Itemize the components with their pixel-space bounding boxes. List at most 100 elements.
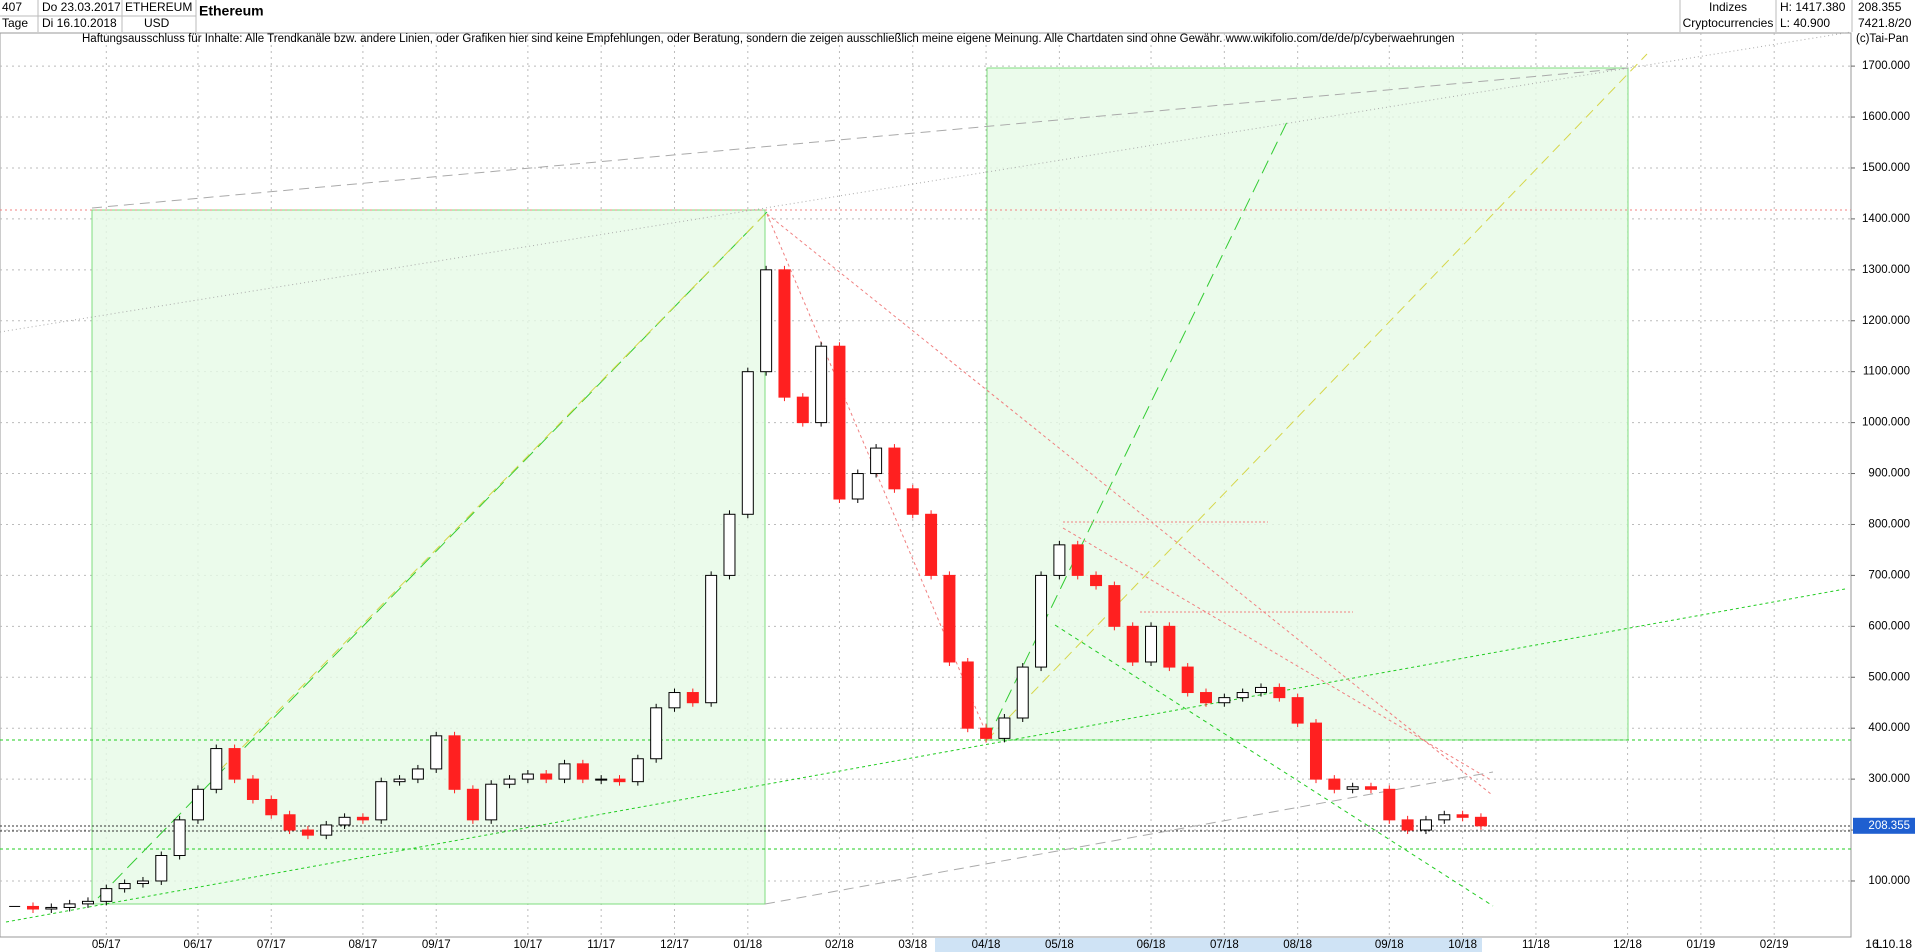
y-tick-label: 700.000 [1868,569,1910,581]
y-tick-label: 300.000 [1868,773,1910,785]
x-tick-label: 03/18 [898,939,927,951]
candle [1328,778,1341,790]
x-tick-label: 02/19 [1760,939,1789,951]
candle [1218,697,1231,704]
y-tick-label: 900.000 [1868,468,1910,480]
candle [1474,816,1487,827]
candle [760,269,773,373]
candle [1456,814,1469,818]
price-tag-label: 208.355 [1868,820,1910,832]
end-date: Di 16.10.2018 [42,16,117,30]
candle [283,814,296,831]
x-tick-label: 11/17 [587,939,615,951]
candle [833,345,846,500]
instrument-name: Ethereum [199,3,264,19]
x-tick-label: 01/19 [1686,939,1715,951]
x-tick-label: 08/17 [349,939,378,951]
trend-line [97,211,768,899]
trend-line [764,771,1494,905]
candle [906,488,919,515]
candle [100,888,113,902]
candle [576,763,589,780]
candle [45,906,58,910]
candle [705,574,718,704]
last: 208.355 [1858,0,1902,14]
y-tick-label: 1200.000 [1862,315,1910,327]
scale-mode[interactable]: L [1876,937,1883,951]
y-tick-label: 1600.000 [1862,111,1910,123]
x-tick-label: 12/17 [660,939,689,951]
candle [1108,585,1121,627]
candle [1200,692,1213,704]
candle [668,692,681,709]
x-tick-label: 02/18 [825,939,854,951]
candle [210,748,223,790]
candle [118,883,131,890]
candle [851,473,864,500]
y-tick-label: 1000.000 [1862,417,1910,429]
candle [870,447,883,475]
candle [1053,544,1066,576]
candle [1090,574,1103,587]
x-tick-label: 09/17 [422,939,451,951]
candle [778,269,791,398]
candle [1364,786,1377,790]
candle [1309,722,1322,780]
candle [613,778,626,783]
candle [1126,625,1139,663]
candle [1255,686,1267,694]
y-tick-label: 100.000 [1868,875,1910,887]
candle [925,513,938,576]
candle [136,880,149,885]
candle [246,778,259,800]
candle [1401,819,1414,831]
y-tick-label: 1100.000 [1863,366,1910,378]
candle [191,788,204,821]
candle [411,768,424,780]
candle [1181,666,1194,694]
price-tag [1853,817,1915,834]
candle [998,717,1011,739]
period-select[interactable]: Tage [2,16,28,30]
candle [173,819,186,857]
candle [686,692,699,704]
x-tick-label: 05/18 [1045,939,1074,951]
candle [1236,692,1249,699]
candle [1419,819,1432,831]
candle [503,778,516,785]
candle [356,816,369,821]
axis-date: 16.10.18 [1865,937,1912,951]
y-tick-label: 1700.000 [1862,60,1910,72]
low: L: 40.900 [1780,16,1830,30]
x-tick-label: 09/18 [1375,939,1404,951]
trend-line [91,67,1629,209]
candle [540,773,553,780]
disclaimer: Haftungsausschluss für Inhalte: Alle Tre… [82,33,1455,45]
annotations [0,31,1852,923]
candle [1035,574,1048,668]
candle [338,816,351,826]
candle [650,707,663,760]
x-tick-label: 11/18 [1522,939,1550,951]
x-tick-label: 07/17 [257,939,286,951]
trend-line [219,211,768,771]
candle [1273,686,1286,699]
candles [9,265,1487,913]
candle [1438,814,1451,821]
x-tick-label: 04/18 [972,939,1001,951]
count-select[interactable]: 407 [2,0,22,14]
candle [1346,786,1359,790]
stat: 7421.8/20 [1858,16,1912,30]
candle [595,778,608,781]
candle [466,788,479,821]
subgroup: Cryptocurrencies [1683,16,1774,30]
candle [26,905,39,910]
currency: USD [144,16,170,30]
candle [1016,666,1029,719]
x-tick-label: 07/18 [1210,939,1239,951]
trend-line [766,213,1492,795]
trend-line [1062,527,1492,781]
candle [430,735,443,770]
candle [558,763,571,780]
